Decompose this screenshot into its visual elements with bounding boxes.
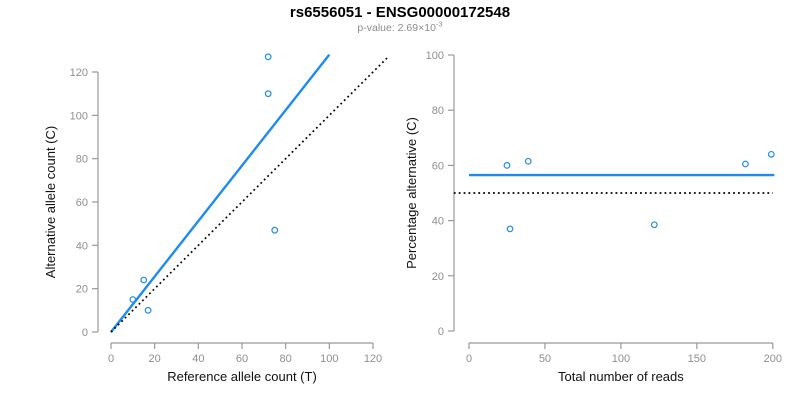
y-tick-label: 40 bbox=[432, 216, 444, 228]
x-tick-label: 0 bbox=[466, 353, 472, 365]
y-tick-label: 120 bbox=[70, 67, 88, 79]
x-tick-label: 80 bbox=[280, 353, 292, 365]
y-tick-label: 20 bbox=[76, 284, 88, 296]
data-point bbox=[524, 157, 532, 165]
data-point bbox=[140, 276, 148, 284]
y-tick-label: 80 bbox=[432, 105, 444, 117]
data-point bbox=[742, 160, 749, 168]
data-point bbox=[129, 296, 137, 303]
data-point bbox=[144, 306, 152, 314]
x-tick-label: 0 bbox=[108, 353, 114, 365]
data-point bbox=[271, 226, 279, 234]
fitted-allelic-ratio-line bbox=[110, 53, 331, 333]
x-tick-label: 50 bbox=[539, 353, 551, 365]
x-tick-label: 120 bbox=[364, 353, 382, 365]
y-tick-label: 0 bbox=[82, 327, 88, 339]
x-tick-label: 60 bbox=[236, 353, 248, 365]
identity-line bbox=[110, 57, 388, 333]
data-point bbox=[506, 225, 514, 233]
x-tick-label: 150 bbox=[688, 353, 706, 365]
data-point bbox=[264, 90, 272, 98]
y-tick-label: 0 bbox=[438, 326, 444, 338]
y-tick-label: 20 bbox=[432, 271, 444, 283]
p-value-exponent: -3 bbox=[435, 19, 443, 29]
data-point bbox=[503, 161, 511, 169]
p-value-subtitle: p-value: 2.69×10-3 bbox=[0, 19, 800, 34]
line-layer bbox=[110, 53, 388, 333]
x-tick-label: 200 bbox=[764, 353, 782, 365]
x-tick-label: 100 bbox=[320, 353, 338, 365]
y-tick-label: 60 bbox=[432, 160, 444, 172]
y-axis-title: Percentage alternative (C) bbox=[404, 117, 419, 269]
x-axis-title: Total number of reads bbox=[558, 369, 684, 384]
y-tick-label: 60 bbox=[76, 197, 88, 209]
data-point bbox=[767, 150, 775, 158]
x-tick-label: 40 bbox=[192, 353, 204, 365]
x-tick-label: 20 bbox=[149, 353, 161, 365]
y-tick-label: 100 bbox=[426, 50, 444, 62]
data-point bbox=[264, 53, 272, 61]
left-scatter-plot: 0 20 40 60 80 100 120 0 20 40 60 80 100 120 Reference … bbox=[43, 53, 388, 384]
plot-title: rs6556051 - ENSG00000172548 bbox=[289, 4, 511, 21]
x-tick-label: 100 bbox=[612, 353, 630, 365]
x-axis-title: Reference allele count (T) bbox=[167, 369, 317, 384]
p-value-text: p-value: 2.69×10 bbox=[357, 22, 436, 34]
y-tick-label: 80 bbox=[76, 154, 88, 166]
right-scatter-plot: 0 20 40 60 80 100 0 50 100 150 200 Total number of … bbox=[404, 50, 782, 384]
y-tick-label: 100 bbox=[70, 110, 88, 122]
y-axis-title: Alternative allele count (C) bbox=[43, 126, 58, 278]
data-point bbox=[650, 221, 658, 229]
y-tick-label: 40 bbox=[76, 240, 88, 252]
line-layer bbox=[453, 173, 775, 194]
